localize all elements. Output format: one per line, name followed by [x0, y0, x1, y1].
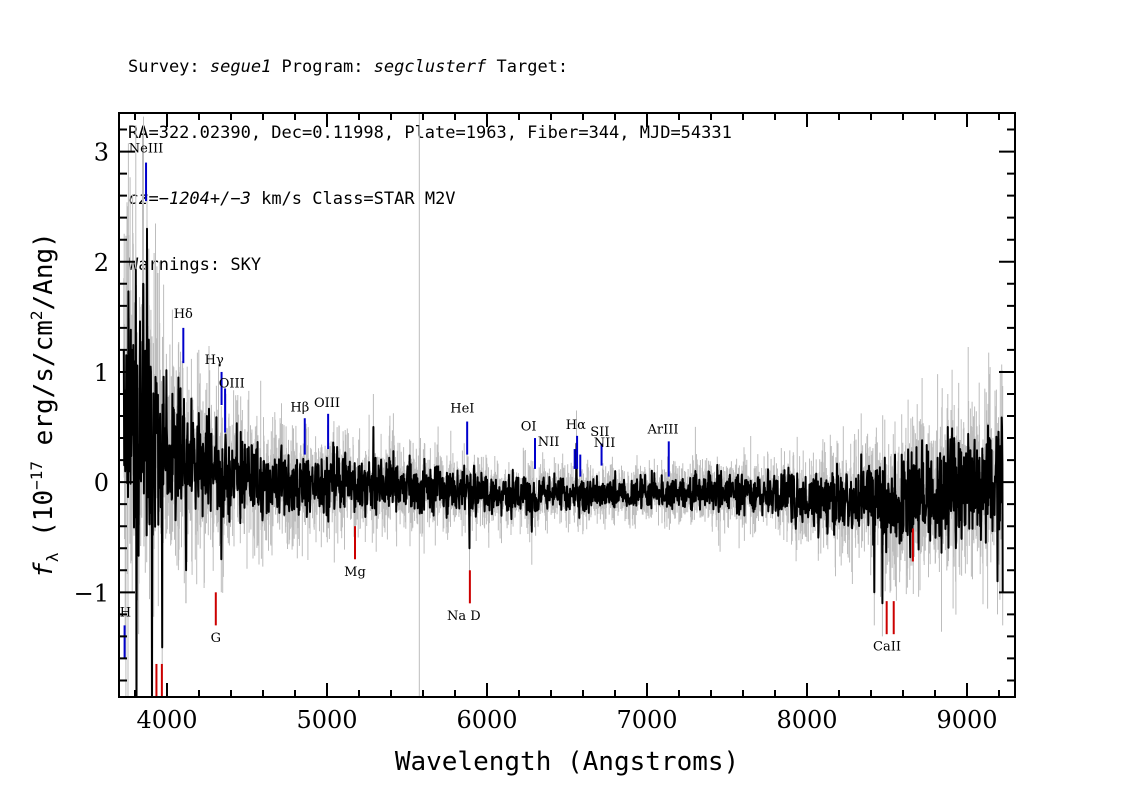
y-axis-exponent: −17: [27, 461, 46, 490]
spectral-line-label-12: ArIII: [646, 423, 678, 438]
spectral-line-label-0: NeIII: [129, 142, 163, 157]
spectral-line-label-13: H: [120, 606, 131, 621]
program-value: segclusterf: [373, 57, 487, 77]
spectral-line-label-11: SII: [590, 425, 609, 440]
y-axis-title: fλ (10−17 erg/s/cm2/Ang): [27, 232, 62, 578]
spectrum-header: Survey: segue1 Program: segclusterf Targ…: [128, 12, 732, 298]
y-axis-flux-symbol: f: [29, 562, 59, 578]
noise-band: [123, 116, 1004, 697]
y-axis-lambda-subscript: λ: [43, 552, 62, 562]
y-axis-unit-part3: /Ang): [29, 232, 59, 310]
x-tick-label-9000: 9000: [936, 706, 997, 734]
spectral-lines-layer: [123, 162, 914, 697]
y-tick-label-3: 2: [94, 249, 109, 277]
spectral-line-label-1: Hδ: [174, 307, 193, 322]
y-tick-label-0: −1: [74, 579, 109, 607]
plot-frame: [118, 112, 1016, 698]
spectral-line-label-2: Hγ: [205, 353, 224, 368]
header-line-coordinates: RA=322.02390, Dec=0.11998, Plate=1963, F…: [128, 123, 732, 143]
x-tick-labels: 4000 5000 6000 7000 8000 9000: [136, 706, 997, 734]
y-tick-label-1: 0: [94, 469, 109, 497]
y-tick-labels: −1 0 1 2 3: [74, 139, 109, 608]
flux-series: [122, 227, 1004, 697]
spectral-line-label-8: NII: [538, 435, 560, 450]
x-tick-label-4000: 4000: [136, 706, 197, 734]
spectral-line-label-5: OIII: [314, 396, 340, 411]
header-line-survey: Survey: segue1 Program: segclusterf Targ…: [128, 56, 732, 78]
spectral-line-label-19: CaII: [873, 640, 901, 655]
plot-area: [122, 113, 1004, 697]
survey-value: segue1: [209, 57, 272, 77]
survey-label: Survey:: [128, 57, 210, 77]
spectral-line-label-18: Na D: [447, 609, 481, 624]
noise-layer: [123, 116, 1004, 697]
x-tick-label-5000: 5000: [296, 706, 357, 734]
target-label: Target:: [486, 57, 569, 77]
x-axis-title: Wavelength (Angstroms): [395, 747, 739, 777]
flux-layer: [122, 227, 1004, 697]
x-tick-label-6000: 6000: [456, 706, 517, 734]
y-axis-square: 2: [27, 310, 46, 320]
x-tick-label-7000: 7000: [616, 706, 677, 734]
cz-value: =−1204+/−3: [148, 189, 251, 209]
axis-ticks: [119, 113, 1015, 697]
spectral-line-label-9: Hα: [566, 418, 586, 433]
x-tick-label-8000: 8000: [776, 706, 837, 734]
tick-marks: [119, 113, 1015, 697]
spectral-line-label-16: G: [211, 631, 221, 646]
header-line-warnings: Warnings: SKY: [128, 255, 262, 275]
spectral-line-label-10: NII: [594, 436, 616, 451]
spectral-line-label-17: Mg: [344, 565, 366, 580]
y-axis-unit-part2: erg/s/cm: [29, 320, 59, 461]
spectral-line-label-6: HeI: [450, 402, 474, 417]
y-tick-label-4: 3: [94, 139, 109, 167]
spectral-line-label-7: OI: [521, 419, 537, 434]
y-tick-label-2: 1: [94, 359, 109, 387]
spectral-line-label-3: OIII: [219, 376, 245, 391]
y-axis-unit-part1: (10: [29, 490, 59, 553]
program-label: Program:: [271, 57, 374, 77]
class-text: km/s Class=STAR M2V: [250, 189, 456, 209]
spectral-line-label-4: Hβ: [290, 401, 309, 416]
